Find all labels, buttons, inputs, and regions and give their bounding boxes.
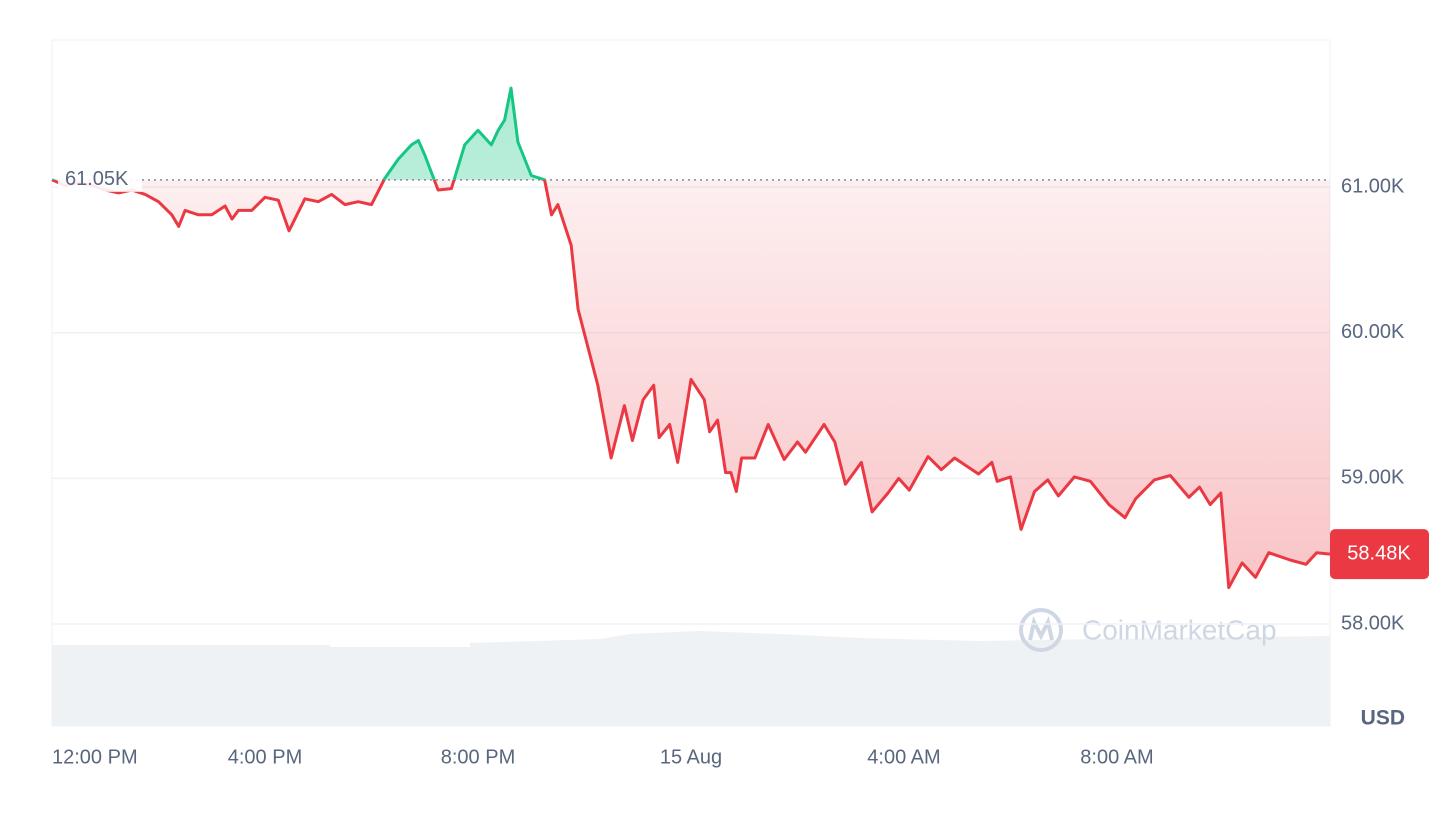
x-tick-label: 8:00 PM <box>441 746 515 768</box>
x-tick-label: 15 Aug <box>660 746 722 768</box>
y-tick-label: 61.00K <box>1341 175 1405 197</box>
x-tick-label: 12:00 PM <box>52 746 138 768</box>
watermark-text: CoinMarketCap <box>1082 614 1277 645</box>
y-tick-label: 59.00K <box>1341 467 1405 489</box>
baseline-label: 61.05K <box>65 168 129 190</box>
y-axis-label: USD <box>1361 707 1405 730</box>
current-price-box <box>1330 529 1429 580</box>
price-line-down <box>51 179 1331 590</box>
area-up <box>52 88 545 180</box>
current-price-label: 58.48K <box>1347 542 1411 564</box>
x-tick-label: 4:00 AM <box>867 746 940 768</box>
area-down <box>52 179 1330 588</box>
baseline-label-bg <box>58 165 142 192</box>
x-tick-label: 4:00 PM <box>228 746 302 768</box>
y-tick-label: 60.00K <box>1341 321 1405 343</box>
watermark: CoinMarketCap <box>1019 608 1277 652</box>
volume-band <box>52 631 1330 726</box>
y-tick-label: 58.00K <box>1341 612 1405 634</box>
x-tick-label: 8:00 AM <box>1080 746 1153 768</box>
